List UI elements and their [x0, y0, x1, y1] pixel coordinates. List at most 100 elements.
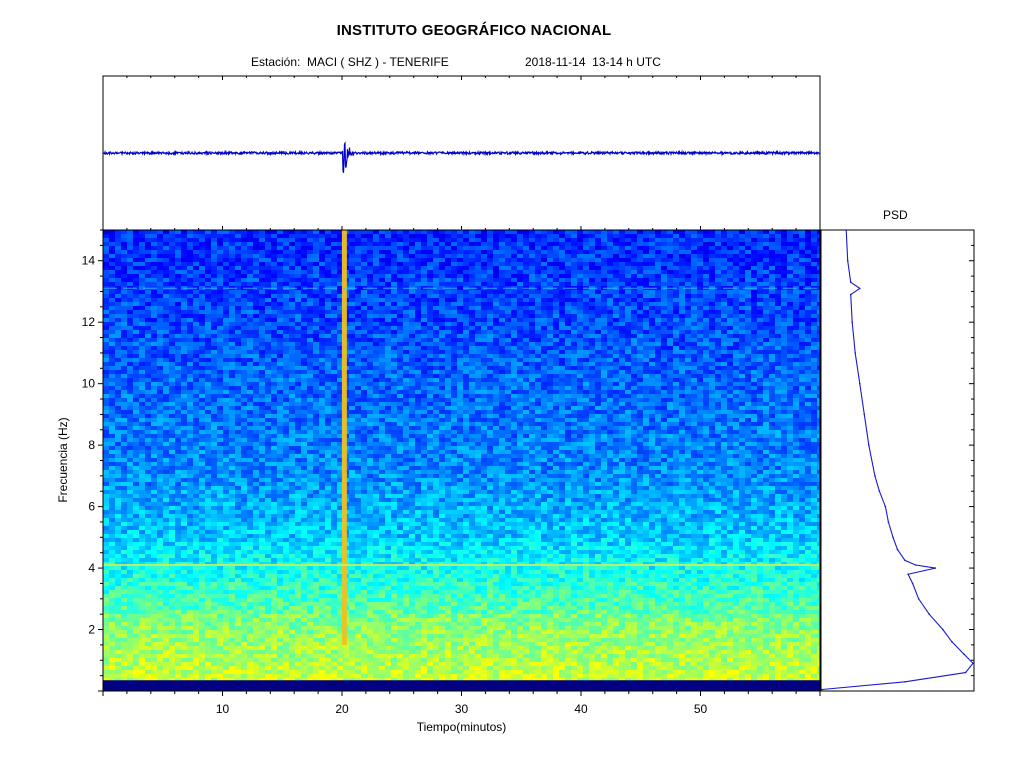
spectrogram-cell [631, 310, 637, 314]
spectrogram-cell [313, 350, 319, 354]
spectrogram-cell [301, 246, 307, 250]
spectrogram-cell [205, 386, 211, 390]
spectrogram-cell [469, 246, 475, 250]
spectrogram-cell [505, 274, 511, 278]
spectrogram-cell [397, 374, 403, 378]
spectrogram-cell [643, 294, 649, 298]
spectrogram-cell [511, 366, 517, 370]
spectrogram-cell [541, 290, 547, 294]
spectrogram-cell [127, 390, 133, 394]
spectrogram-cell [739, 354, 745, 358]
spectrogram-cell [745, 330, 751, 334]
spectrogram-cell [481, 294, 487, 298]
spectrogram-cell [499, 298, 505, 302]
spectrogram-cell [811, 386, 817, 390]
spectrogram-cell [229, 314, 235, 318]
spectrogram-cell [589, 274, 595, 278]
spectrogram-cell [367, 230, 373, 234]
spectrogram-cell [199, 310, 205, 314]
spectrogram-cell [241, 262, 247, 266]
spectrogram-cell [181, 254, 187, 258]
spectrogram-cell [763, 302, 769, 306]
spectrogram-cell [397, 346, 403, 350]
spectrogram-cell [187, 358, 193, 362]
spectrogram-cell [607, 306, 613, 310]
spectrogram-cell [367, 338, 373, 342]
spectrogram-cell [751, 270, 757, 274]
spectrogram-cell [529, 330, 535, 334]
spectrogram-cell [769, 350, 775, 354]
spectrogram-cell [415, 386, 421, 390]
spectrogram-cell [307, 234, 313, 238]
spectrogram-cell [457, 374, 463, 378]
spectrogram-cell [169, 258, 175, 262]
spectrogram-cell [541, 242, 547, 246]
spectrogram-cell [325, 266, 331, 270]
spectrogram-cell [799, 330, 805, 334]
spectrogram-cell [439, 318, 445, 322]
spectrogram-cell [247, 250, 253, 254]
spectrogram-cell [607, 338, 613, 342]
spectrogram-cell [361, 354, 367, 358]
spectrogram-cell [211, 310, 217, 314]
spectrogram-cell [649, 230, 655, 234]
spectrogram-cell [145, 274, 151, 278]
spectrogram-cell [295, 310, 301, 314]
spectrogram-cell [247, 310, 253, 314]
spectrogram-cell [403, 314, 409, 318]
spectrogram-cell [505, 366, 511, 370]
spectrogram-cell [679, 334, 685, 338]
spectrogram-cell [673, 378, 679, 382]
spectrogram-cell [217, 370, 223, 374]
spectrogram-cell [199, 306, 205, 310]
spectrogram-cell [553, 266, 559, 270]
spectrogram-cell [415, 326, 421, 330]
spectrogram-cell [643, 250, 649, 254]
spectrogram-cell [739, 306, 745, 310]
spectrogram-cell [385, 346, 391, 350]
spectrogram-cell [781, 342, 787, 346]
spectrogram-cell [697, 366, 703, 370]
spectrogram-cell [439, 322, 445, 326]
spectrogram-cell [373, 266, 379, 270]
spectrogram-cell [373, 374, 379, 378]
spectrogram-cell [607, 326, 613, 330]
spectrogram-cell [205, 242, 211, 246]
spectrogram-cell [457, 338, 463, 342]
spectrogram-cell [661, 350, 667, 354]
spectrogram-cell [535, 382, 541, 386]
spectrogram-cell [115, 298, 121, 302]
spectrogram-cell [655, 234, 661, 238]
spectrogram-cell [307, 250, 313, 254]
spectrogram-cell [217, 330, 223, 334]
spectrogram-cell [403, 334, 409, 338]
spectrogram-cell [583, 282, 589, 286]
spectrogram-cell [199, 238, 205, 242]
spectrogram-cell [709, 246, 715, 250]
spectrogram-cell [721, 378, 727, 382]
spectrogram-cell [217, 234, 223, 238]
spectrogram-cell [211, 234, 217, 238]
spectrogram-cell [307, 314, 313, 318]
spectrogram-cell [217, 338, 223, 342]
spectrogram-cell [181, 330, 187, 334]
spectrogram-cell [703, 310, 709, 314]
spectrogram-cell [463, 270, 469, 274]
spectrogram-cell [349, 338, 355, 342]
spectrogram-cell [685, 338, 691, 342]
spectrogram-cell [241, 350, 247, 354]
spectrogram-cell [607, 378, 613, 382]
spectrogram-cell [301, 302, 307, 306]
spectrogram-cell [331, 250, 337, 254]
spectrogram-cell [103, 354, 109, 358]
spectrogram-cell [589, 238, 595, 242]
spectrogram-cell [205, 230, 211, 234]
spectrogram-cell [523, 290, 529, 294]
spectrogram-cell [637, 390, 643, 394]
spectrogram-cell [271, 318, 277, 322]
spectrogram-cell [337, 270, 343, 274]
spectrogram-cell [787, 270, 793, 274]
spectrogram-cell [667, 370, 673, 374]
spectrogram-cell [547, 238, 553, 242]
spectrogram-cell [625, 382, 631, 386]
